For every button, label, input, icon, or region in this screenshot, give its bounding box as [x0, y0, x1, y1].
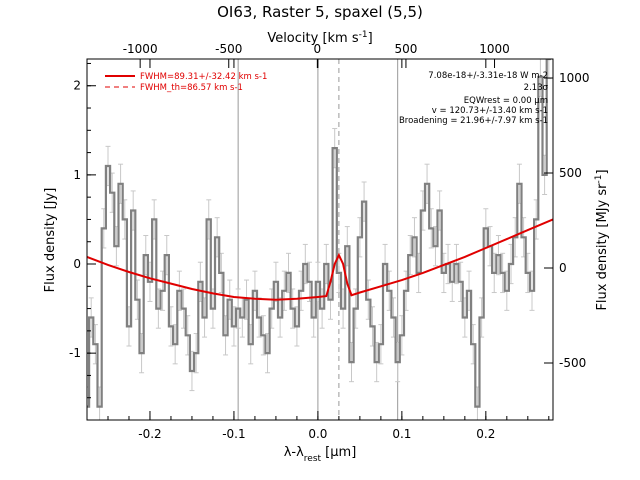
y2-tick-label: 1000	[559, 71, 590, 85]
fit-curve	[87, 218, 553, 301]
x2-tick-label: 1000	[479, 42, 510, 56]
annotation-velocity: v = 120.73+/-13.40 km s-1	[432, 106, 548, 116]
y-tick-label: 0	[73, 257, 81, 271]
x2-tick-label: -1000	[123, 42, 158, 56]
plot-frame	[86, 58, 554, 421]
x-tick-label: 0.1	[392, 427, 411, 441]
x-tick-label: 0.2	[476, 427, 495, 441]
y-tick-label: 1	[73, 168, 81, 182]
annotation-flux: 7.08e-18+/-3.31e-18 W m-2	[428, 71, 548, 81]
legend: FWHM=89.31+/-32.42 km s-1 FWHM_th=86.57 …	[105, 72, 267, 93]
y2-axis-label: Flux density [MJy sr-1]	[594, 169, 610, 310]
x-axis-label: λ-λrest [μm]	[284, 445, 357, 464]
chart-title: OI63, Raster 5, spaxel (5,5)	[217, 3, 423, 21]
x-tick-label: 0.0	[308, 427, 327, 441]
y-tick-label: -1	[69, 346, 81, 360]
annotation-sigma: 2.13σ	[524, 83, 549, 93]
y2-tick-label: 0	[559, 261, 567, 275]
x2-tick-label: -500	[215, 42, 242, 56]
legend-th-label: FWHM_th=86.57 km s-1	[140, 83, 243, 93]
y-tick-label: 2	[73, 79, 81, 93]
top-axis-label: Velocity [km s-1]	[267, 30, 372, 46]
x2-tick-label: 500	[394, 42, 417, 56]
x-tick-label: -0.1	[222, 427, 245, 441]
y2-tick-label: 500	[559, 166, 582, 180]
fit-annotations: 7.08e-18+/-3.31e-18 W m-2 2.13σ EQWrest …	[399, 71, 549, 126]
legend-fit-label: FWHM=89.31+/-32.42 km s-1	[140, 72, 267, 82]
y-axis-label: Flux density [Jy]	[43, 188, 58, 293]
annotation-eqw: EQWrest = 0.00 μm	[464, 96, 548, 106]
x2-tick-label: 0	[314, 42, 322, 56]
axes: -0.2 -0.1 0.0 0.1 0.2 -1000 -500 0 500 1000 -1 0 1 2 -…	[69, 42, 590, 441]
annotation-broadening: Broadening = 21.96+/-7.97 km s-1	[399, 116, 548, 126]
x-tick-label: -0.2	[138, 427, 161, 441]
y2-tick-label: -500	[559, 356, 586, 370]
plot-area	[87, 59, 553, 420]
spectrum-histogram	[87, 59, 551, 408]
